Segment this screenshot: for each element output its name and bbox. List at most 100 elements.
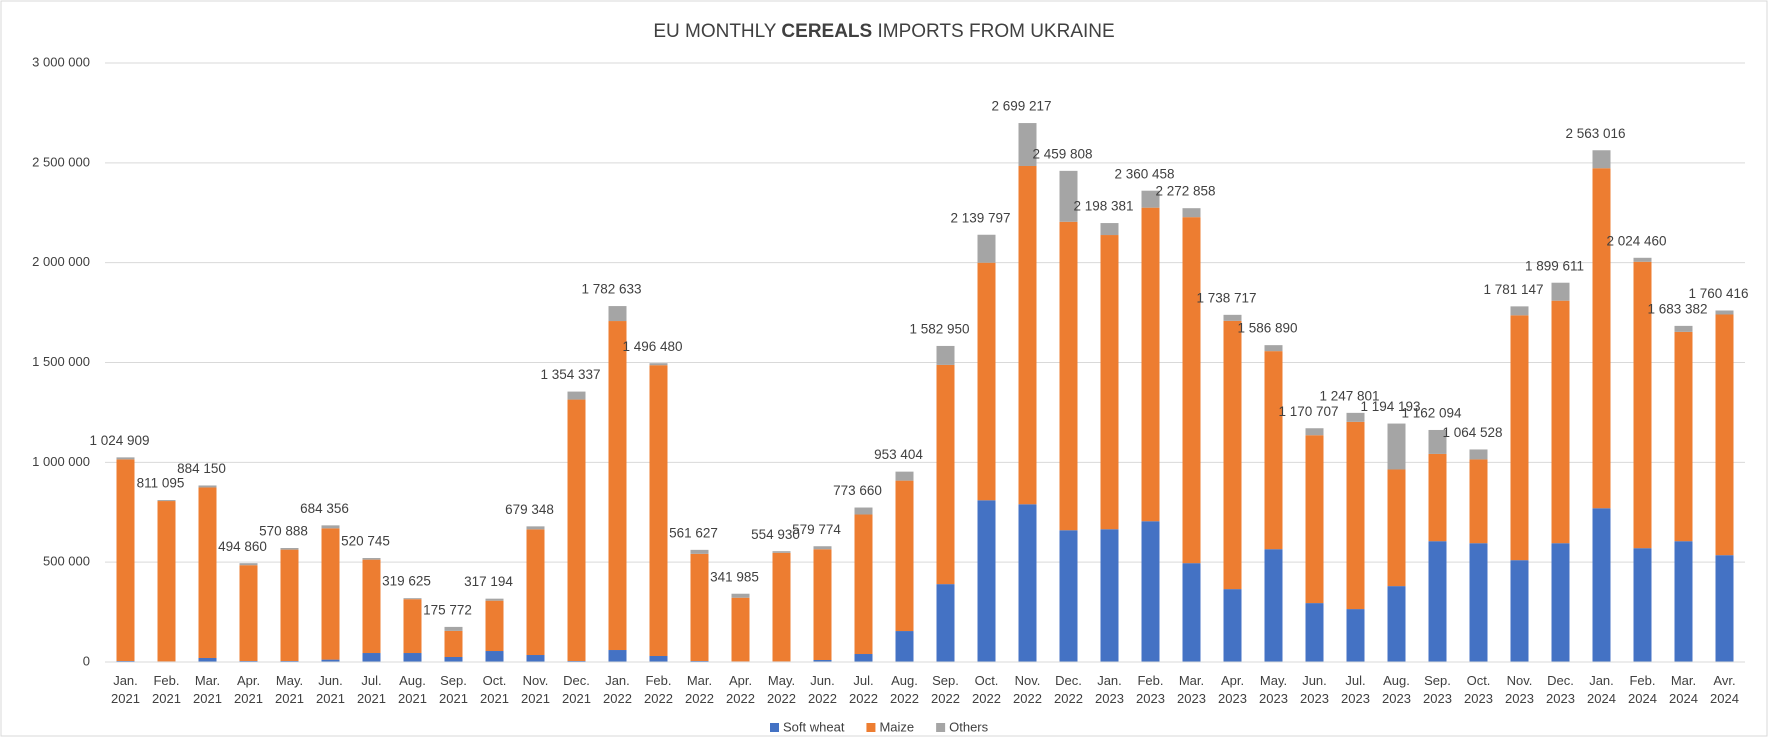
- x-tick-label: Aug. 2023: [1382, 673, 1411, 706]
- data-label: 953 404: [874, 447, 923, 462]
- data-label: 1 760 416: [1688, 286, 1748, 301]
- bar-segment: [444, 626, 463, 631]
- data-label: 1 781 147: [1483, 282, 1543, 297]
- x-tick-line: 2021: [111, 691, 140, 706]
- bar-segment: [1592, 150, 1611, 169]
- bar-segment: [854, 514, 873, 655]
- bar-segment: [936, 345, 955, 365]
- bar-segment: [362, 558, 381, 560]
- bar-segment: [690, 553, 709, 662]
- x-tick-label: Jun. 2023: [1300, 673, 1329, 706]
- bar-segment: [1305, 603, 1324, 662]
- bar-segment: [485, 600, 504, 652]
- data-label: 494 860: [218, 539, 267, 554]
- x-tick-label: Sep. 2021: [439, 673, 468, 706]
- bar-segment: [854, 654, 873, 662]
- bar-segment: [1592, 168, 1611, 509]
- bar-segment: [1100, 223, 1119, 236]
- bar-segment: [1018, 123, 1037, 166]
- x-tick-label: Sep. 2022: [931, 673, 960, 706]
- x-tick-label: Jan. 2021: [111, 673, 140, 706]
- data-label: 1 354 337: [540, 367, 600, 382]
- x-tick-line: 2023: [1136, 691, 1165, 706]
- x-tick-label: Jul. 2021: [357, 673, 386, 706]
- x-tick-line: 2023: [1505, 691, 1534, 706]
- x-tick-line: 2022: [972, 691, 1001, 706]
- x-tick-line: Dec.: [563, 673, 590, 688]
- data-label: 2 198 381: [1073, 199, 1133, 214]
- bar-segment: [977, 262, 996, 501]
- bar-segment: [1715, 555, 1734, 662]
- x-tick-line: Mar.: [195, 673, 220, 688]
- bar-segment: [1346, 609, 1365, 662]
- x-tick-label: Dec. 2021: [562, 673, 591, 706]
- bar-segment: [731, 597, 750, 662]
- bar-segment: [1715, 314, 1734, 556]
- x-tick-line: 2022: [1013, 691, 1042, 706]
- bar-segment: [1305, 428, 1324, 436]
- bar-segment: [157, 500, 176, 502]
- x-tick-label: Mar. 2021: [193, 673, 222, 706]
- x-tick-label: Jan. 2022: [603, 673, 632, 706]
- x-tick-label: Jun. 2022: [808, 673, 837, 706]
- x-tick-line: 2022: [644, 691, 673, 706]
- data-label: 554 930: [751, 527, 800, 542]
- bar-segment: [1141, 190, 1160, 208]
- bar-segment: [1633, 257, 1652, 262]
- x-tick-line: Mar.: [1671, 673, 1696, 688]
- bar-segment: [1182, 208, 1201, 218]
- x-tick-line: Jun.: [318, 673, 343, 688]
- bar-segment: [280, 548, 299, 550]
- bar-segment: [608, 321, 627, 651]
- x-tick-line: Dec.: [1055, 673, 1082, 688]
- bar-segment: [1551, 300, 1570, 544]
- bar-segment: [1223, 314, 1242, 321]
- x-tick-line: 2021: [193, 691, 222, 706]
- x-tick-label: May. 2022: [767, 673, 796, 706]
- x-tick-label: Mar. 2024: [1669, 673, 1698, 706]
- data-label: 684 356: [300, 501, 349, 516]
- bar-segment: [690, 549, 709, 554]
- bar-segment: [280, 549, 299, 662]
- bar-segment: [1592, 508, 1611, 662]
- x-tick-line: Apr.: [237, 673, 260, 688]
- data-label: 2 139 797: [950, 210, 1010, 225]
- data-label: 579 774: [792, 522, 841, 537]
- data-label: 1 683 382: [1647, 301, 1707, 316]
- x-tick-line: 2022: [603, 691, 632, 706]
- x-tick-line: 2022: [726, 691, 755, 706]
- data-label: 2 024 460: [1606, 233, 1666, 248]
- x-tick-label: Nov. 2021: [521, 673, 550, 706]
- x-tick-line: 2022: [890, 691, 919, 706]
- bar-segment: [1223, 589, 1242, 662]
- x-tick-line: Jul.: [853, 673, 873, 688]
- bar-segment: [444, 657, 463, 662]
- bar-segment: [1059, 170, 1078, 222]
- bar-segment: [1633, 261, 1652, 549]
- x-tick-label: Sep. 2023: [1423, 673, 1452, 706]
- x-tick-label: May. 2021: [275, 673, 304, 706]
- bar-segment: [1469, 459, 1488, 544]
- bar-segment: [403, 653, 422, 662]
- bar-segment: [198, 487, 217, 659]
- bar-segment: [1674, 541, 1693, 662]
- x-tick-label: Oct. 2022: [972, 673, 1001, 706]
- x-tick-line: 2022: [1054, 691, 1083, 706]
- y-tick-label: 0: [83, 653, 90, 668]
- bar-segment: [1264, 351, 1283, 550]
- bar-segment: [157, 501, 176, 662]
- bar-segment: [444, 630, 463, 658]
- bar-segment: [608, 650, 627, 662]
- x-tick-line: 2021: [562, 691, 591, 706]
- x-tick-line: 2022: [685, 691, 714, 706]
- bar-segment: [895, 471, 914, 481]
- bar-segment: [567, 391, 586, 400]
- bar-segment: [116, 457, 135, 460]
- x-tick-label: Feb. 2022: [644, 673, 673, 706]
- x-tick-line: 2021: [316, 691, 345, 706]
- x-tick-label: Feb. 2023: [1136, 673, 1165, 706]
- y-tick-label: 1 500 000: [32, 354, 90, 369]
- data-label: 2 272 858: [1155, 184, 1215, 199]
- bar-segment: [1100, 529, 1119, 662]
